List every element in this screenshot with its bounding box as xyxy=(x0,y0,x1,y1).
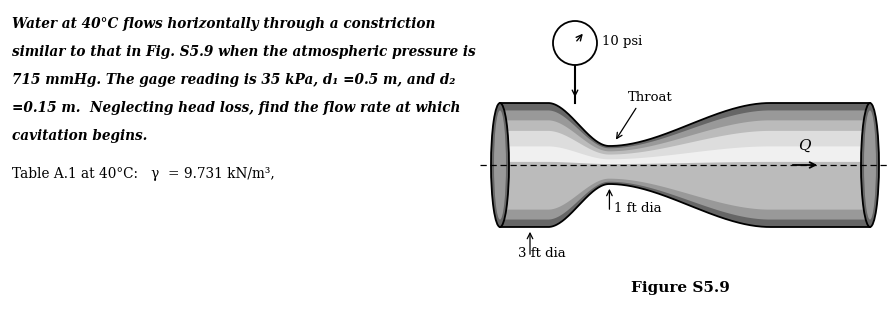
Ellipse shape xyxy=(491,103,509,227)
Text: 10 psi: 10 psi xyxy=(602,35,642,48)
Text: Q: Q xyxy=(798,139,811,153)
Polygon shape xyxy=(500,103,870,227)
Polygon shape xyxy=(500,110,870,220)
Text: 715 mmHg. The gage reading is 35 kPa, d₁ =0.5 m, and d₂: 715 mmHg. The gage reading is 35 kPa, d₁… xyxy=(12,73,455,87)
Polygon shape xyxy=(500,131,870,163)
Text: 1 ft dia: 1 ft dia xyxy=(615,202,662,215)
Text: 3 ft dia: 3 ft dia xyxy=(518,247,566,260)
Circle shape xyxy=(553,21,597,65)
Ellipse shape xyxy=(494,110,506,220)
Text: cavitation begins.: cavitation begins. xyxy=(12,129,147,143)
Text: =0.15 m.  Neglecting head loss, find the flow rate at which: =0.15 m. Neglecting head loss, find the … xyxy=(12,101,461,115)
Polygon shape xyxy=(500,146,870,164)
Text: Throat: Throat xyxy=(627,91,672,104)
Text: Water at 40°C flows horizontally through a constriction: Water at 40°C flows horizontally through… xyxy=(12,17,436,31)
Polygon shape xyxy=(500,120,870,210)
Ellipse shape xyxy=(861,103,879,227)
Text: Figure S5.9: Figure S5.9 xyxy=(631,281,730,295)
Ellipse shape xyxy=(864,110,876,220)
Text: Table A.1 at 40°C:   γ  = 9.731 kN/m³,: Table A.1 at 40°C: γ = 9.731 kN/m³, xyxy=(12,167,274,181)
Text: similar to that in Fig. S5.9 when the atmospheric pressure is: similar to that in Fig. S5.9 when the at… xyxy=(12,45,476,59)
